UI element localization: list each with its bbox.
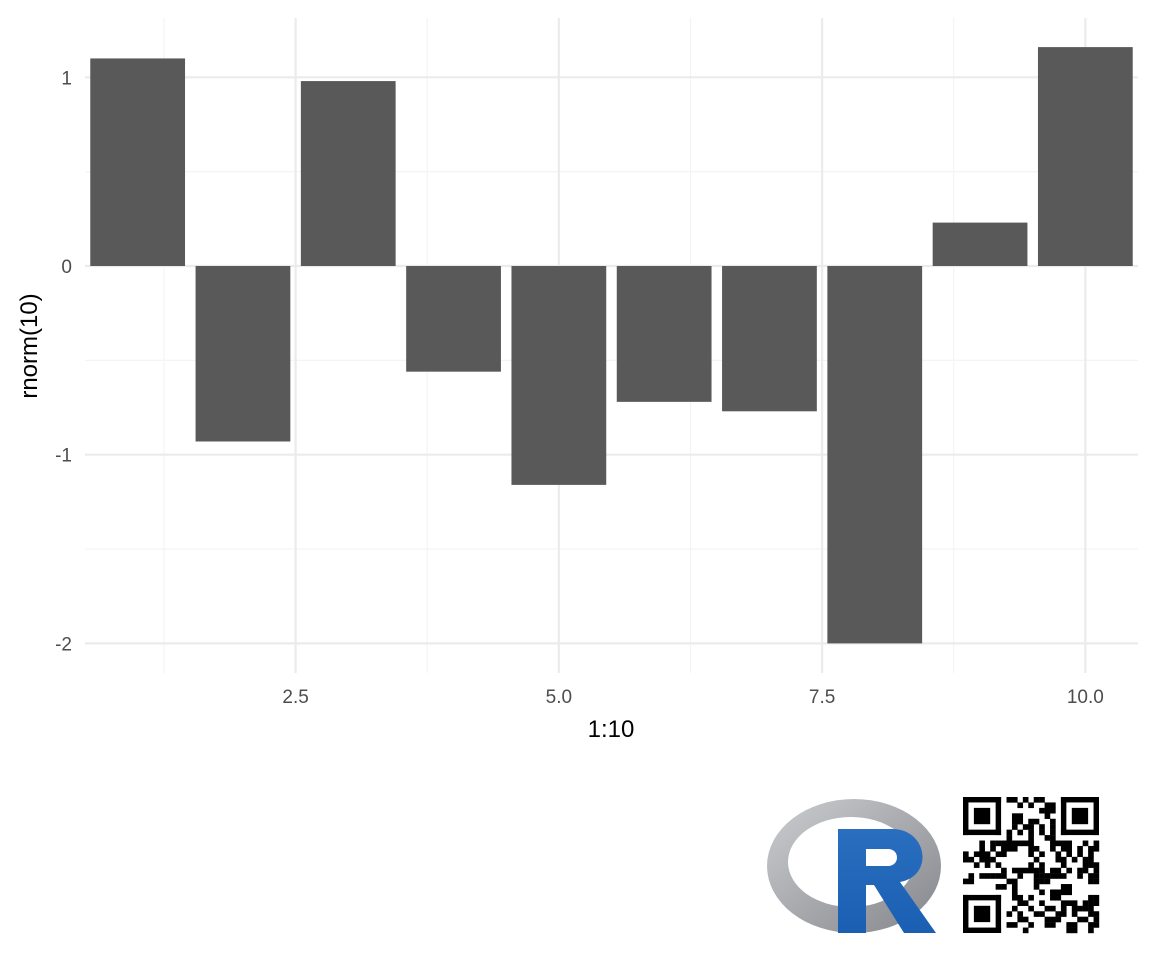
bar [195, 266, 291, 442]
bar [616, 266, 712, 402]
y-tick-label: -1 [55, 446, 72, 467]
bar [932, 222, 1028, 266]
y-tick-label: 0 [61, 257, 72, 278]
y-tick-label: -2 [55, 634, 72, 655]
bar [827, 266, 923, 644]
y-axis-title: rnorm(10) [16, 293, 43, 398]
x-tick-label: 2.5 [282, 687, 308, 708]
x-axis-ticks: 2.5 5.0 7.5 10.0 [282, 687, 1103, 708]
y-tick-label: 1 [61, 68, 72, 89]
bar [406, 266, 501, 372]
x-tick-label: 7.5 [809, 687, 835, 708]
bar [90, 58, 186, 267]
r-logo [767, 799, 941, 933]
bar [511, 266, 607, 485]
bar [722, 266, 817, 412]
y-axis-ticks: -2 -1 0 1 [55, 68, 72, 655]
bar [300, 81, 396, 266]
x-tick-label: 5.0 [546, 687, 572, 708]
x-tick-label: 10.0 [1067, 687, 1104, 708]
qr-code-icon [963, 797, 1100, 934]
bars [90, 47, 1133, 644]
x-axis-title: 1:10 [588, 716, 635, 743]
bar [1037, 47, 1133, 266]
